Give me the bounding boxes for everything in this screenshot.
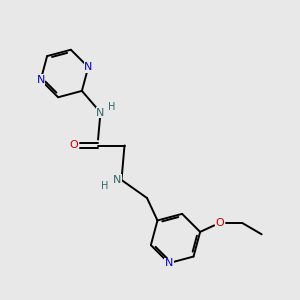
Text: N: N <box>96 107 105 118</box>
Text: N: N <box>113 175 121 185</box>
Text: H: H <box>108 102 116 112</box>
Text: N: N <box>37 75 45 85</box>
Text: N: N <box>84 62 92 72</box>
Text: H: H <box>101 181 109 191</box>
Text: O: O <box>69 140 78 151</box>
Text: O: O <box>215 218 224 228</box>
Text: N: N <box>165 258 173 268</box>
